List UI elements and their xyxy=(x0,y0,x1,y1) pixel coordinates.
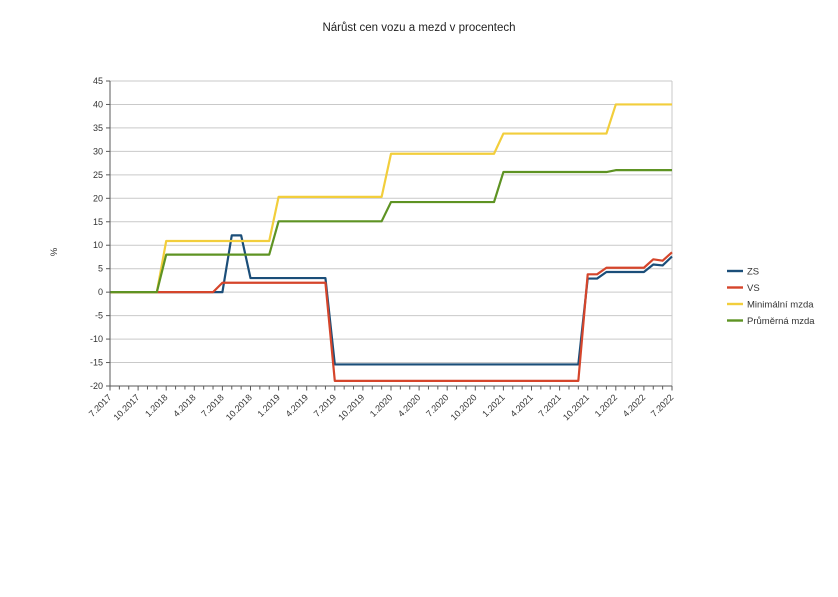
x-tick-label: 1.2018 xyxy=(143,392,170,419)
x-tick-label: 7.2020 xyxy=(424,392,451,419)
x-tick-label: 4.2020 xyxy=(396,392,423,419)
y-tick-label: -15 xyxy=(90,358,103,368)
x-tick-label: 7.2018 xyxy=(199,392,226,419)
x-tick-label: 7.2019 xyxy=(312,392,339,419)
chart-title: Nárůst cen vozu a mezd v procentech xyxy=(322,22,515,34)
y-tick-label: 40 xyxy=(93,99,103,109)
series-line-vs xyxy=(110,251,673,382)
legend: ZS VS Minimální mzda Průměrná mzda xyxy=(727,267,815,327)
x-tick-label: 7.2017 xyxy=(87,392,114,419)
y-tick-label: 15 xyxy=(93,217,103,227)
x-tick-label: 1.2021 xyxy=(480,392,507,419)
y-tick-label: 5 xyxy=(98,264,103,274)
series-line-minim-ln-mzda xyxy=(110,103,672,294)
y-tick-label: -20 xyxy=(90,381,103,391)
y-tick-label: -5 xyxy=(95,311,103,321)
series-line-pr-m-rn-mzda xyxy=(110,169,672,294)
y-tick-label: 20 xyxy=(93,193,103,203)
x-tick-label: 4.2019 xyxy=(284,392,311,419)
y-tick-label: 35 xyxy=(93,123,103,133)
x-tick-label: 10.2020 xyxy=(449,392,479,422)
y-axis-ticks: -20 -15 -10 -5 0 5 10 15 20 25 30 35 40 45 xyxy=(90,76,110,391)
x-tick-label: 7.2021 xyxy=(536,392,563,419)
y-tick-label: 0 xyxy=(98,287,103,297)
y-tick-label: 45 xyxy=(93,76,103,86)
y-tick-label: 25 xyxy=(93,170,103,180)
x-tick-label: 10.2019 xyxy=(336,392,366,422)
x-tick-label: 4.2022 xyxy=(621,392,648,419)
legend-label: ZS xyxy=(747,267,759,278)
x-tick-label: 7.2022 xyxy=(649,392,676,419)
y-tick-label: -10 xyxy=(90,334,103,344)
legend-label: Průměrná mzda xyxy=(747,316,815,327)
y-tick-label: 10 xyxy=(93,240,103,250)
x-tick-label: 1.2022 xyxy=(593,392,620,419)
x-tick-label: 1.2020 xyxy=(368,392,395,419)
y-axis-title: % xyxy=(49,247,60,256)
x-tick-label: 4.2018 xyxy=(171,392,198,419)
x-tick-label: 1.2019 xyxy=(255,392,282,419)
axes xyxy=(109,81,672,387)
legend-label: VS xyxy=(747,283,760,294)
legend-label: Minimální mzda xyxy=(747,300,814,311)
x-tick-label: 10.2017 xyxy=(111,392,141,422)
gridlines xyxy=(110,80,673,386)
y-tick-label: 30 xyxy=(93,146,103,156)
series-lines xyxy=(110,103,673,382)
x-tick-label: 10.2018 xyxy=(224,392,254,422)
x-tick-label: 4.2021 xyxy=(508,392,535,419)
x-tick-label: 10.2021 xyxy=(561,392,591,422)
